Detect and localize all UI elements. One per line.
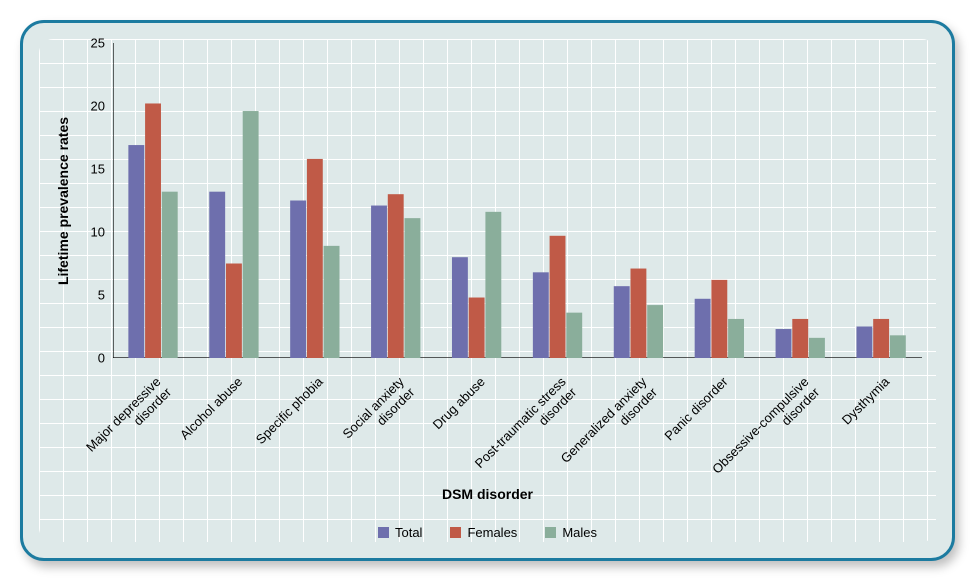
bar <box>614 286 630 358</box>
bar <box>290 201 306 359</box>
x-tick-label: Panic disorder <box>661 374 730 443</box>
bar <box>469 298 485 358</box>
y-axis-label-text: Lifetime prevalence rates <box>55 116 71 284</box>
bar <box>647 305 663 358</box>
x-tick-label: Major depressivedisorder <box>83 374 174 465</box>
x-tick-label: Drug abuse <box>430 374 488 432</box>
legend-label: Males <box>562 525 597 540</box>
bar <box>792 319 808 358</box>
legend-item: Females <box>450 525 517 540</box>
x-tick-label: Social anxietydisorder <box>339 374 417 452</box>
bar <box>243 111 259 358</box>
bar <box>873 319 889 358</box>
bar <box>711 280 727 358</box>
bar <box>307 159 323 358</box>
bar <box>371 206 387 358</box>
bar <box>324 246 340 358</box>
bar <box>533 272 549 358</box>
x-tick-label: Post-traumatic stressdisorder <box>472 374 580 482</box>
x-axis-label: DSM disorder <box>23 486 952 502</box>
chart-svg <box>113 43 922 358</box>
bar <box>388 194 404 358</box>
y-tick-label: 20 <box>91 99 105 114</box>
bar <box>452 257 468 358</box>
y-tick-label: 10 <box>91 225 105 240</box>
bar <box>856 327 872 359</box>
bar <box>728 319 744 358</box>
bar <box>128 145 144 358</box>
bar <box>566 313 582 358</box>
bar <box>890 335 906 358</box>
bar <box>405 218 421 358</box>
x-tick-label: Specific phobia <box>253 374 326 447</box>
bar <box>226 264 242 359</box>
y-tick-label: 15 <box>91 162 105 177</box>
bar <box>209 192 225 358</box>
legend-swatch <box>378 527 389 538</box>
bar <box>162 192 178 358</box>
bar <box>776 329 792 358</box>
y-tick-label: 25 <box>91 36 105 51</box>
legend-label: Total <box>395 525 422 540</box>
x-tick-label: Dysthymia <box>839 374 893 428</box>
legend: Total Females Males <box>23 525 952 540</box>
bar <box>485 212 501 358</box>
bar <box>550 236 566 358</box>
x-tick-label: Obsessive-compulsivedisorder <box>709 374 822 487</box>
legend-label: Females <box>467 525 517 540</box>
y-axis-label: Lifetime prevalence rates <box>51 43 75 358</box>
chart-frame: Lifetime prevalence rates 0510152025 Maj… <box>20 20 955 561</box>
legend-swatch <box>450 527 461 538</box>
bar <box>145 103 161 358</box>
legend-swatch <box>545 527 556 538</box>
plot-area: 0510152025 <box>113 43 922 358</box>
y-tick-label: 0 <box>98 351 105 366</box>
bar <box>695 299 711 358</box>
bar <box>809 338 825 358</box>
legend-item: Males <box>545 525 597 540</box>
x-axis-label-text: DSM disorder <box>442 486 533 502</box>
x-tick-label: Alcohol abuse <box>177 374 245 442</box>
legend-item: Total <box>378 525 422 540</box>
bar <box>630 269 646 358</box>
y-tick-label: 5 <box>98 288 105 303</box>
